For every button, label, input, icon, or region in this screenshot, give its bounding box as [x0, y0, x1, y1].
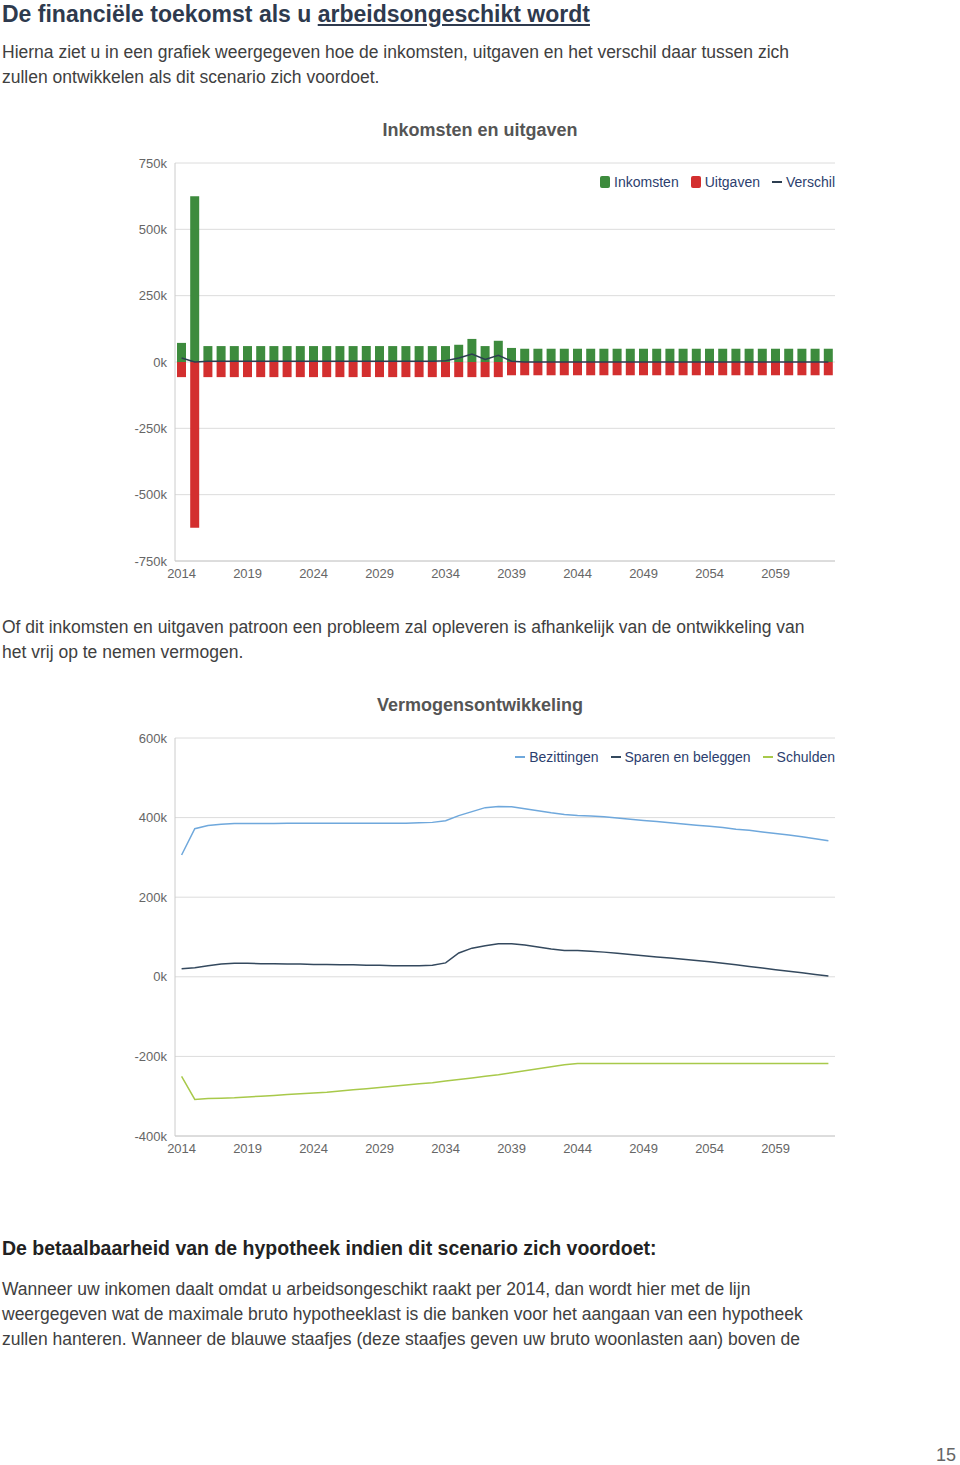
svg-text:2044: 2044: [563, 1141, 592, 1156]
svg-text:2029: 2029: [365, 1141, 394, 1156]
svg-text:0k: 0k: [153, 969, 167, 984]
svg-text:2039: 2039: [497, 1141, 526, 1156]
html-text:Wanneer uw inkomen daalt omdat: Wanneer uw inkomen daalt omdat u arbeids…: [2, 1279, 751, 1299]
html-text:Vermogensontwikkeling: Vermogensontwikkeling: [377, 695, 583, 715]
svg-text:400k: 400k: [139, 810, 168, 825]
svg-text:2019: 2019: [233, 566, 262, 581]
html-text:zullen ontwikkelen als dit sce: zullen ontwikkelen als dit scenario zich…: [2, 67, 380, 87]
svg-text:2049: 2049: [629, 566, 658, 581]
svg-text:2024: 2024: [299, 1141, 328, 1156]
html-text:Hierna ziet u in een grafiek w: Hierna ziet u in een grafiek weergegeven…: [2, 42, 789, 62]
html-text:Sparen en beleggen: Sparen en beleggen: [624, 749, 751, 765]
svg-text:2039: 2039: [497, 566, 526, 581]
html-text:het vrij op te nemen vermogen.: het vrij op te nemen vermogen.: [2, 642, 244, 662]
svg-text:-200k: -200k: [134, 1049, 167, 1064]
svg-text:2019: 2019: [233, 1141, 262, 1156]
svg-text:-250k: -250k: [134, 421, 167, 436]
html-text:Of dit inkomsten en uitgaven p: Of dit inkomsten en uitgaven patroon een…: [2, 617, 805, 637]
svg-text:2024: 2024: [299, 566, 328, 581]
svg-text:2029: 2029: [365, 566, 394, 581]
svg-text:250k: 250k: [139, 288, 168, 303]
svg-text:500k: 500k: [139, 222, 168, 237]
html-text:Inkomsten en uitgaven: Inkomsten en uitgaven: [382, 120, 578, 140]
svg-text:2014: 2014: [167, 1141, 196, 1156]
svg-text:2049: 2049: [629, 1141, 658, 1156]
html-text:Schulden: Schulden: [776, 749, 835, 765]
svg-text:2059: 2059: [761, 1141, 790, 1156]
html-text:zullen hanteren. Wanneer de bl: zullen hanteren. Wanneer de blauwe staaf…: [2, 1329, 801, 1349]
html-text:De betaalbaarheid van de hypot: De betaalbaarheid van de hypotheek indie…: [2, 1237, 657, 1259]
html-text:weergegeven wat de maximale br: weergegeven wat de maximale bruto hypoth…: [2, 1304, 803, 1324]
svg-text:2059: 2059: [761, 566, 790, 581]
html-text:De financiële toekomst als u a: De financiële toekomst als u arbeidsonge…: [2, 1, 590, 27]
svg-text:750k: 750k: [139, 156, 168, 171]
html-text:Inkomsten: Inkomsten: [614, 174, 679, 190]
svg-text:-400k: -400k: [134, 1129, 167, 1144]
svg-text:200k: 200k: [139, 890, 168, 905]
html-text:15: 15: [936, 1445, 956, 1465]
svg-text:2034: 2034: [431, 1141, 460, 1156]
svg-text:2034: 2034: [431, 566, 460, 581]
html-text:Bezittingen: Bezittingen: [529, 749, 599, 765]
html-text:Verschil: Verschil: [786, 174, 835, 190]
svg-text:-500k: -500k: [134, 487, 167, 502]
svg-text:0k: 0k: [153, 355, 167, 370]
svg-text:2054: 2054: [695, 566, 724, 581]
svg-text:2044: 2044: [563, 566, 592, 581]
svg-text:2054: 2054: [695, 1141, 724, 1156]
svg-text:600k: 600k: [139, 731, 168, 746]
svg-text:2014: 2014: [167, 566, 196, 581]
html-text:Uitgaven: Uitgaven: [704, 174, 760, 190]
svg-text:-750k: -750k: [134, 554, 167, 569]
